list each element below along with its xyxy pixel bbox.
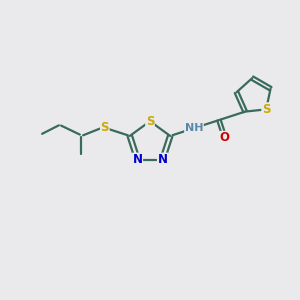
Text: N: N (133, 153, 142, 166)
Text: S: S (146, 115, 154, 128)
Text: O: O (220, 131, 230, 144)
Text: N: N (158, 153, 167, 166)
Text: S: S (100, 121, 109, 134)
Text: NH: NH (185, 123, 203, 133)
Text: S: S (262, 103, 270, 116)
